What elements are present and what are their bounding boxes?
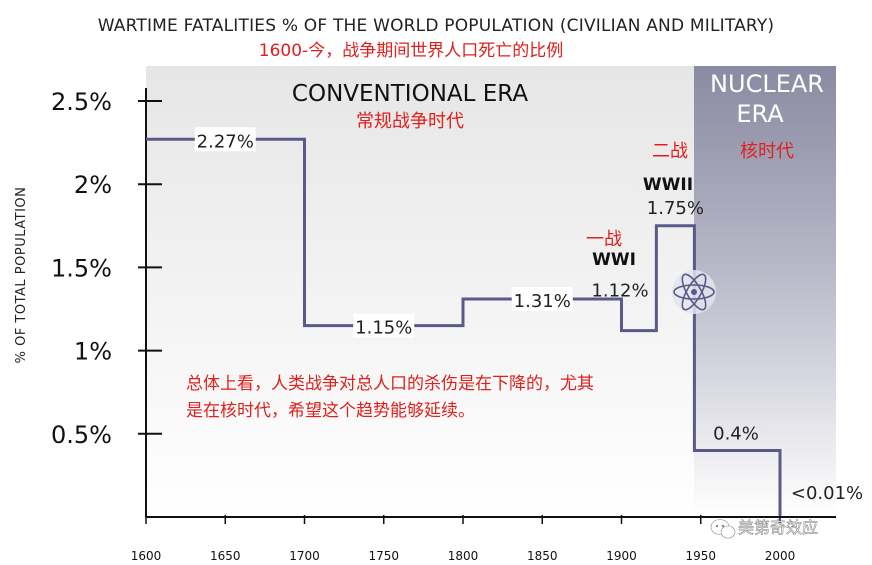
ww1-label: WWI bbox=[592, 250, 636, 270]
value-label-pad bbox=[353, 313, 415, 338]
value-label-group: 1.15% bbox=[353, 313, 415, 339]
watermark-text: 美第奇效应 bbox=[738, 518, 818, 537]
value-label-group: 1.31% bbox=[511, 287, 573, 312]
value-label-group: 2.27% bbox=[194, 127, 256, 152]
y-tick-label: 1.5% bbox=[51, 254, 112, 282]
ww1-label-cn: 一战 bbox=[586, 229, 622, 250]
x-tick-label: 1650 bbox=[210, 549, 241, 563]
value-labels: 2.27% 1.15% 1.31% 1.12% 1.75% 0.4% <0.01% bbox=[194, 127, 863, 504]
value-label-group: 0.4% bbox=[713, 423, 759, 444]
x-tick-label: 1850 bbox=[527, 549, 558, 563]
chart-title: WARTIME FATALITIES % OF THE WORLD POPULA… bbox=[98, 16, 775, 36]
conventional-era-label-cn: 常规战争时代 bbox=[356, 111, 464, 132]
series-line bbox=[146, 137, 782, 516]
x-tick-label: 1900 bbox=[606, 549, 637, 563]
value-label: 1.31% bbox=[514, 291, 571, 312]
x-tick-label: 1950 bbox=[685, 549, 716, 563]
value-label: <0.01% bbox=[791, 483, 863, 504]
y-tick-label: 1% bbox=[74, 338, 112, 366]
y-tick-label: 0.5% bbox=[51, 421, 112, 449]
value-label: 1.75% bbox=[647, 198, 704, 219]
atom-icon bbox=[672, 270, 716, 314]
tick-labels: 0.5% 1% 1.5% 2% 2.5% 1600 1650 1700 1750 1800 1850… bbox=[51, 88, 795, 563]
y-tick-label: 2.5% bbox=[51, 88, 112, 116]
ww2-label-cn: 二战 bbox=[652, 141, 688, 162]
x-tick-label: 2000 bbox=[765, 549, 796, 563]
value-label-pad bbox=[511, 287, 573, 312]
wechat-icon bbox=[710, 519, 736, 539]
ww2-label: WWII bbox=[643, 175, 693, 195]
chart-subtitle-cn: 1600-今，战争期间世界人口死亡的比例 bbox=[259, 41, 563, 61]
value-label-group: 1.12% bbox=[591, 281, 648, 302]
value-label: 0.4% bbox=[713, 423, 759, 444]
x-tick-label: 1750 bbox=[368, 549, 399, 563]
nuclear-era-label-line2: ERA bbox=[736, 100, 784, 128]
value-label: 2.27% bbox=[197, 131, 254, 152]
summary-note-line2: 是在核时代，希望这个趋势能够延续。 bbox=[186, 401, 475, 421]
value-label-group: 1.75% bbox=[647, 198, 704, 219]
x-tick-label: 1700 bbox=[289, 549, 320, 563]
value-label-pad bbox=[194, 127, 256, 152]
conventional-era-label: CONVENTIONAL ERA bbox=[292, 81, 528, 107]
x-tick-label: 1800 bbox=[448, 549, 479, 563]
nuclear-era-label-line1: NUCLEAR bbox=[710, 70, 824, 98]
nuclear-era-label-cn: 核时代 bbox=[740, 141, 794, 162]
nuclear-era-background bbox=[694, 66, 836, 516]
value-label-group: <0.01% bbox=[791, 483, 863, 504]
watermark: 美第奇效应 bbox=[710, 518, 818, 539]
axes bbox=[138, 88, 836, 524]
y-tick-label: 2% bbox=[74, 171, 112, 199]
x-tick-label: 1600 bbox=[131, 549, 162, 563]
value-label: 1.12% bbox=[591, 281, 648, 302]
summary-note-line1: 总体上看，人类战争对总人口的杀伤是在下降的，尤其 bbox=[186, 374, 594, 394]
y-axis-label: % OF TOTAL POPULATION bbox=[14, 187, 29, 364]
value-label: 1.15% bbox=[355, 318, 412, 339]
